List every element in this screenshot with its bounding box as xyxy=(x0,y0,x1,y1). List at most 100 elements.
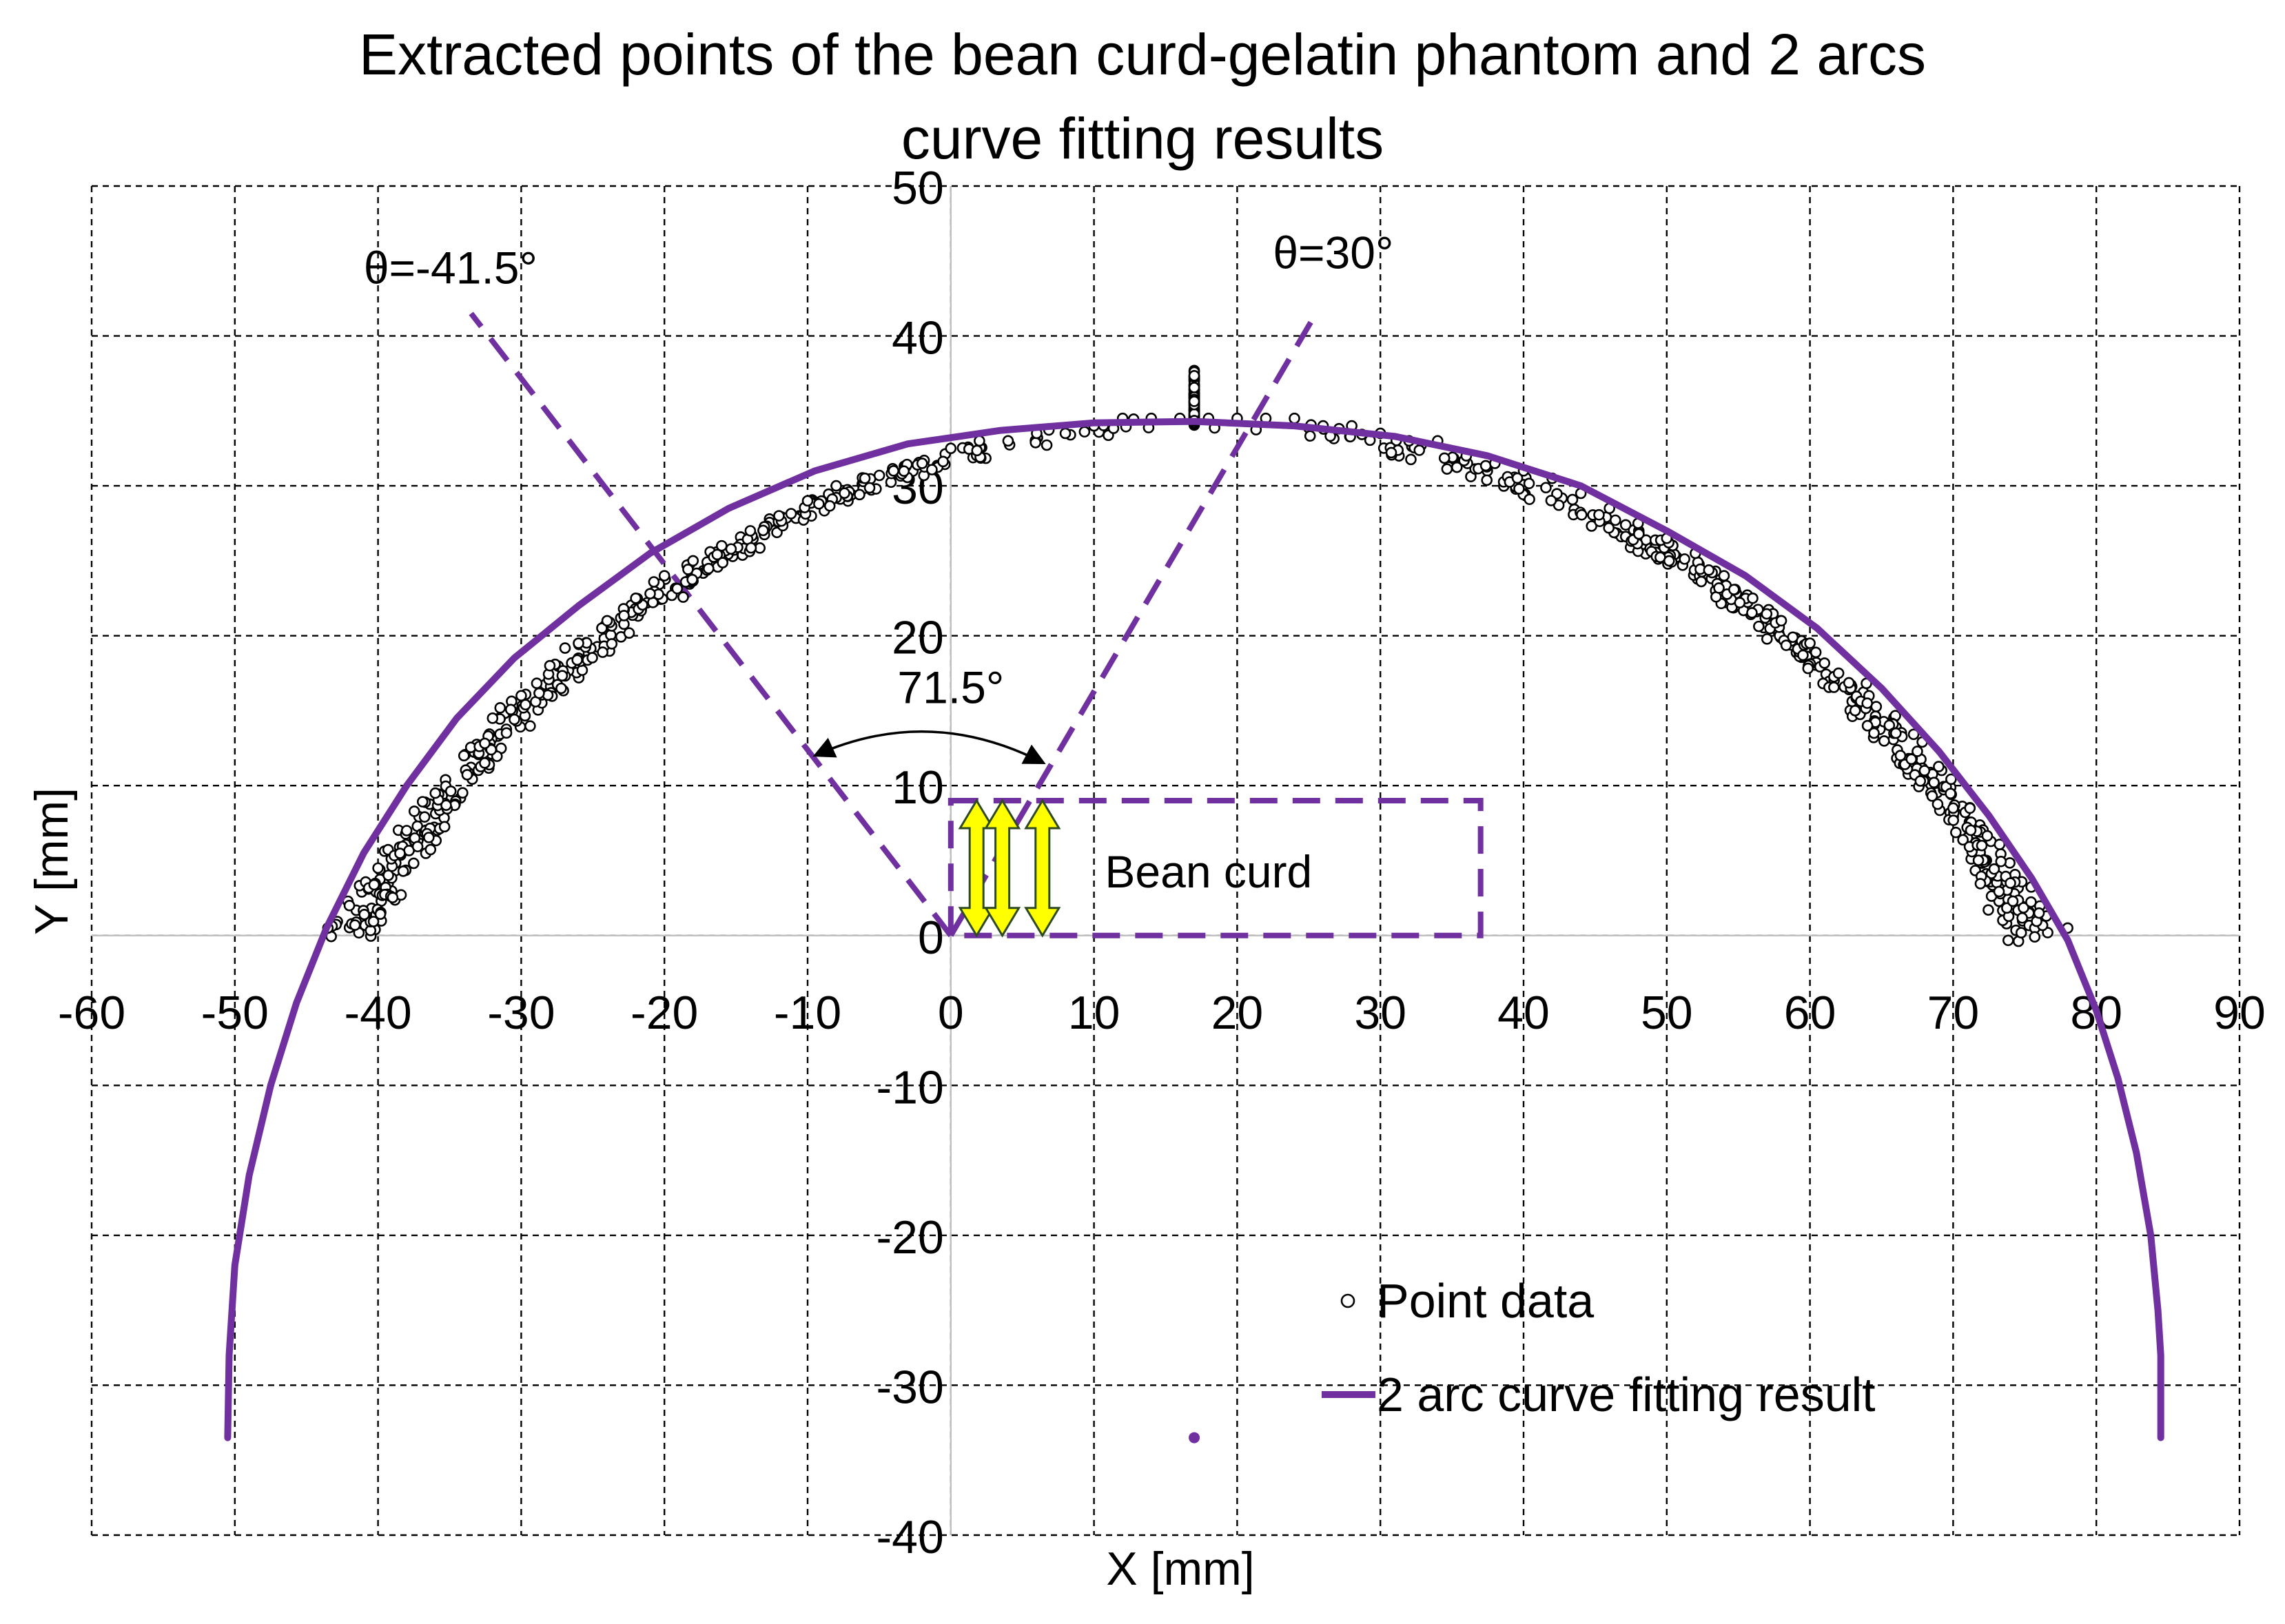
fit-curve-line xyxy=(224,418,2164,1441)
scatter-point xyxy=(854,489,865,501)
scatter-point xyxy=(458,750,470,762)
scatter-point xyxy=(372,862,384,874)
scatter-point xyxy=(457,787,469,799)
scatter-point xyxy=(1703,564,1715,576)
scatter-point xyxy=(394,847,406,859)
scatter-point xyxy=(411,841,424,852)
scatter-point xyxy=(1912,746,1923,757)
scatter-point xyxy=(438,821,451,833)
scatter-point xyxy=(671,583,684,595)
x-tick-label: 50 xyxy=(1641,987,1693,1039)
y-axis-label: Y [mm] xyxy=(25,788,78,935)
x-tick-label: -40 xyxy=(344,987,411,1039)
scatter-point xyxy=(1965,824,1977,836)
scatter-point xyxy=(937,455,949,468)
scatter-point xyxy=(1586,520,1597,532)
scatter-point xyxy=(1761,633,1773,645)
scatter-point xyxy=(677,591,689,603)
x-axis-label: X [mm] xyxy=(1106,1543,1254,1595)
scatter-point xyxy=(1746,607,1758,619)
scatter-point xyxy=(716,539,728,552)
scatter-point xyxy=(1849,705,1861,717)
scatter-point xyxy=(898,465,910,477)
scatter-point xyxy=(1713,582,1725,594)
scatter-point xyxy=(916,458,928,469)
y-tick-label: -40 xyxy=(877,1511,944,1563)
scatter-point xyxy=(823,500,836,512)
scatter-point xyxy=(1832,667,1845,679)
scatter-point xyxy=(1914,775,1927,787)
point-data-series xyxy=(322,364,2073,1443)
scatter-point xyxy=(687,555,699,567)
scatter-point xyxy=(1972,854,1985,866)
scatter-point xyxy=(974,435,985,447)
scatter-point xyxy=(586,652,598,664)
scatter-point xyxy=(725,543,737,555)
scatter-point xyxy=(1289,412,1300,424)
x-tick-label: -30 xyxy=(487,987,555,1039)
scatter-point xyxy=(1950,826,1962,839)
scatter-point xyxy=(1603,522,1615,534)
scatter-point xyxy=(1974,878,1987,890)
scatter-point xyxy=(1663,555,1675,567)
annotation-labels: θ=-41.5° θ=30° 71.5° Bean curd xyxy=(364,227,1394,898)
x-tick-label: 40 xyxy=(1497,987,1550,1039)
probe-double-arrow xyxy=(958,799,995,938)
scatter-point xyxy=(2016,912,2028,924)
scatter-point xyxy=(416,796,429,808)
scatter-point xyxy=(1868,727,1880,739)
scatter-point xyxy=(1413,444,1426,456)
scatter-point xyxy=(349,919,361,931)
outlier-point xyxy=(1189,1432,1200,1443)
scatter-point xyxy=(2015,927,2027,939)
scatter-point xyxy=(785,508,797,520)
scatter-point xyxy=(1304,430,1316,442)
scatter-point xyxy=(1945,773,1957,785)
chart-title: Extracted points of the bean curd-gelati… xyxy=(359,22,1926,171)
scatter-point xyxy=(1828,681,1840,693)
scatter-point xyxy=(1385,446,1397,459)
scatter-point xyxy=(644,588,656,599)
scatter-point xyxy=(1540,482,1552,494)
scatter-point xyxy=(1797,649,1809,661)
scatter-point xyxy=(1679,553,1690,565)
scatter-point xyxy=(1894,750,1907,761)
scatter-point xyxy=(2002,934,2014,947)
probe-double-arrow xyxy=(983,799,1021,938)
zero-axes xyxy=(92,186,2240,1535)
scatter-point xyxy=(757,524,769,537)
scatter-point xyxy=(440,799,452,811)
scatter-point xyxy=(2029,931,2041,943)
scatter-point xyxy=(559,642,571,654)
scatter-point xyxy=(1982,904,1994,916)
scatter-point xyxy=(1818,657,1831,669)
y-tick-label: 40 xyxy=(892,312,944,364)
scatter-point xyxy=(461,769,473,781)
x-tick-label: -60 xyxy=(58,987,125,1039)
scatter-point xyxy=(1619,519,1632,531)
scatter-point xyxy=(1861,697,1874,709)
x-tick-label: 90 xyxy=(2213,987,2266,1039)
scatter-point xyxy=(571,654,583,666)
x-tick-label: 0 xyxy=(938,987,964,1039)
scatter-point xyxy=(801,495,814,507)
scatter-point xyxy=(1524,493,1535,505)
fit-curve-series xyxy=(224,418,2164,1441)
scatter-point xyxy=(479,757,491,769)
scatter-point xyxy=(1188,395,1200,407)
angle-span-arrow xyxy=(812,730,1046,765)
scatter-point xyxy=(711,548,724,561)
scatter-point xyxy=(1633,528,1645,540)
scatter-point xyxy=(423,832,435,843)
scatter-point xyxy=(533,687,545,699)
legend-point-marker xyxy=(1340,1293,1355,1308)
scatter-point xyxy=(520,699,531,711)
y-tick-label: 10 xyxy=(892,761,944,814)
legend-point-label: Point data xyxy=(1377,1274,1594,1328)
scatter-point xyxy=(2007,895,2019,907)
scatter-point xyxy=(1861,719,1874,732)
scatter-point xyxy=(1780,639,1792,651)
scatter-point xyxy=(400,825,413,836)
x-tick-label: -20 xyxy=(631,987,698,1039)
